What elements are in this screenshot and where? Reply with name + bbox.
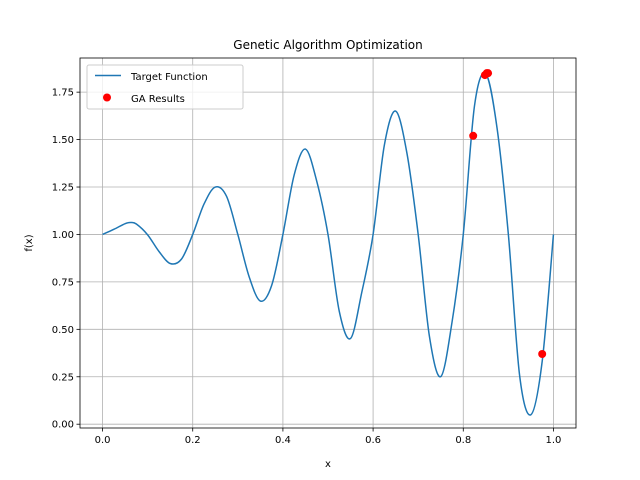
legend-label-ga-results: GA Results	[131, 94, 185, 105]
ga-result-point	[484, 69, 493, 78]
y-tick-label: 0.50	[52, 325, 74, 336]
plot-series	[102, 69, 555, 416]
y-axis-label: f(x)	[24, 234, 35, 251]
legend-label-target-function: Target Function	[130, 72, 208, 83]
y-tick-label: 0.25	[52, 372, 74, 383]
ga-result-point	[469, 131, 478, 140]
plot-frame	[79, 57, 577, 429]
x-tick-label: 0.4	[275, 435, 291, 446]
ga-result-point	[538, 350, 547, 358]
legend: Target Function GA Results	[86, 64, 244, 110]
y-tick-label: 1.75	[52, 88, 74, 99]
x-tick-label: 0.8	[455, 435, 471, 446]
axis-ticks: 0.0 0.2 0.4 0.6 0.8 1.0 0.00 0.25 0.50 0.75 1.00 1.…	[52, 88, 562, 446]
legend-marker-swatch	[103, 93, 111, 102]
y-tick-label: 1.50	[52, 135, 74, 146]
y-tick-label: 1.25	[52, 183, 74, 194]
x-tick-label: 0.0	[95, 435, 111, 446]
chart-title: Genetic Algorithm Optimization	[233, 38, 422, 52]
x-tick-label: 1.0	[546, 435, 562, 446]
x-tick-label: 0.2	[185, 435, 201, 446]
y-tick-label: 0.75	[52, 277, 74, 288]
y-tick-label: 1.00	[52, 230, 74, 241]
y-tick-label: 0.00	[52, 420, 74, 431]
legend-frame	[86, 64, 244, 110]
x-tick-label: 0.6	[365, 435, 381, 446]
x-axis-label: x	[325, 459, 331, 470]
